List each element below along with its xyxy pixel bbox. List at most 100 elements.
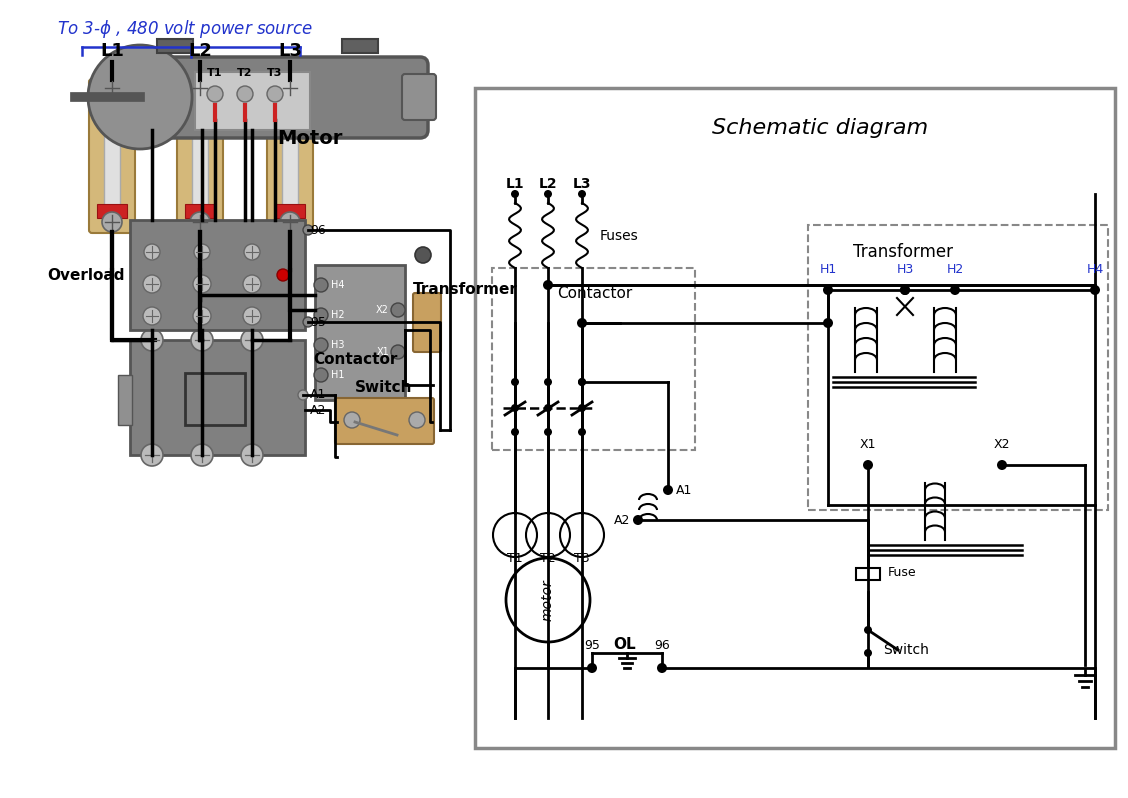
Circle shape [587, 663, 597, 673]
Circle shape [144, 244, 160, 260]
Bar [492, 268, 695, 450]
Bar [856, 568, 880, 580]
Circle shape [544, 404, 552, 412]
Text: T3: T3 [267, 68, 283, 78]
Text: A2: A2 [614, 513, 631, 527]
Circle shape [863, 460, 873, 470]
Bar [275, 204, 305, 218]
Bar [475, 88, 1114, 748]
Circle shape [194, 244, 210, 260]
Circle shape [544, 190, 552, 198]
Bar [282, 92, 298, 220]
Text: Switch: Switch [355, 380, 413, 395]
Bar [130, 220, 305, 330]
Circle shape [243, 275, 261, 293]
Bar [104, 92, 120, 220]
Bar [185, 373, 245, 425]
Circle shape [191, 329, 213, 351]
Text: T1: T1 [508, 552, 522, 565]
FancyBboxPatch shape [413, 293, 441, 352]
Text: Fuse: Fuse [888, 567, 917, 579]
Text: L1: L1 [100, 42, 124, 60]
Circle shape [511, 428, 519, 436]
FancyBboxPatch shape [177, 79, 223, 233]
Circle shape [544, 378, 552, 386]
Text: Contactor: Contactor [557, 286, 633, 301]
FancyBboxPatch shape [402, 74, 437, 120]
Circle shape [243, 307, 261, 325]
Text: Switch: Switch [883, 643, 928, 657]
Circle shape [511, 404, 519, 412]
Text: L1: L1 [505, 177, 525, 191]
Circle shape [141, 444, 164, 466]
Text: H3: H3 [897, 263, 914, 276]
Circle shape [141, 329, 164, 351]
Circle shape [237, 86, 253, 102]
Text: H1: H1 [331, 370, 344, 380]
Circle shape [267, 86, 283, 102]
Circle shape [511, 190, 519, 198]
Bar [118, 375, 132, 425]
Text: H2: H2 [331, 310, 345, 320]
Circle shape [193, 307, 211, 325]
Circle shape [143, 307, 161, 325]
Circle shape [280, 78, 300, 98]
Text: T2: T2 [540, 552, 556, 565]
Circle shape [191, 444, 213, 466]
Circle shape [193, 275, 211, 293]
Circle shape [88, 45, 192, 149]
Text: 95: 95 [310, 315, 326, 329]
Bar [185, 204, 215, 218]
Circle shape [823, 318, 832, 328]
Circle shape [864, 649, 872, 657]
Circle shape [241, 329, 263, 351]
Circle shape [1090, 285, 1100, 295]
Bar [808, 225, 1108, 510]
Circle shape [314, 308, 328, 322]
Circle shape [344, 412, 360, 428]
Text: Schematic diagram: Schematic diagram [712, 118, 928, 138]
Text: T3: T3 [574, 552, 590, 565]
Text: L2: L2 [188, 42, 212, 60]
Circle shape [543, 280, 553, 290]
Circle shape [506, 558, 590, 642]
Bar [185, 86, 215, 100]
Text: 95: 95 [584, 639, 600, 652]
Text: L2: L2 [539, 177, 557, 191]
Text: H2: H2 [946, 263, 963, 276]
Circle shape [578, 190, 587, 198]
Circle shape [578, 404, 587, 412]
Text: 96: 96 [654, 639, 670, 652]
Circle shape [578, 318, 587, 328]
Text: A2: A2 [310, 404, 326, 417]
Text: H1: H1 [819, 263, 837, 276]
Text: X1: X1 [377, 347, 389, 357]
Text: Fuses: Fuses [600, 229, 638, 243]
Bar [97, 86, 127, 100]
Circle shape [511, 378, 519, 386]
Circle shape [578, 378, 587, 386]
Text: L3: L3 [279, 42, 302, 60]
Circle shape [102, 78, 122, 98]
Circle shape [244, 244, 259, 260]
Text: X2: X2 [994, 438, 1011, 451]
Circle shape [314, 368, 328, 382]
Text: motor: motor [541, 579, 555, 621]
Circle shape [143, 275, 161, 293]
Text: 96: 96 [310, 223, 326, 236]
Circle shape [208, 86, 223, 102]
Circle shape [823, 285, 832, 295]
Text: H4: H4 [1086, 263, 1103, 276]
Text: A1: A1 [310, 389, 326, 401]
Bar [192, 92, 208, 220]
Bar [195, 72, 310, 130]
FancyBboxPatch shape [89, 79, 135, 233]
Bar [342, 39, 378, 53]
Bar [275, 86, 305, 100]
Text: Transformer: Transformer [853, 243, 953, 261]
Circle shape [277, 269, 289, 281]
Text: Overload: Overload [47, 267, 125, 282]
Bar [97, 204, 127, 218]
Circle shape [633, 515, 643, 525]
Circle shape [409, 412, 425, 428]
